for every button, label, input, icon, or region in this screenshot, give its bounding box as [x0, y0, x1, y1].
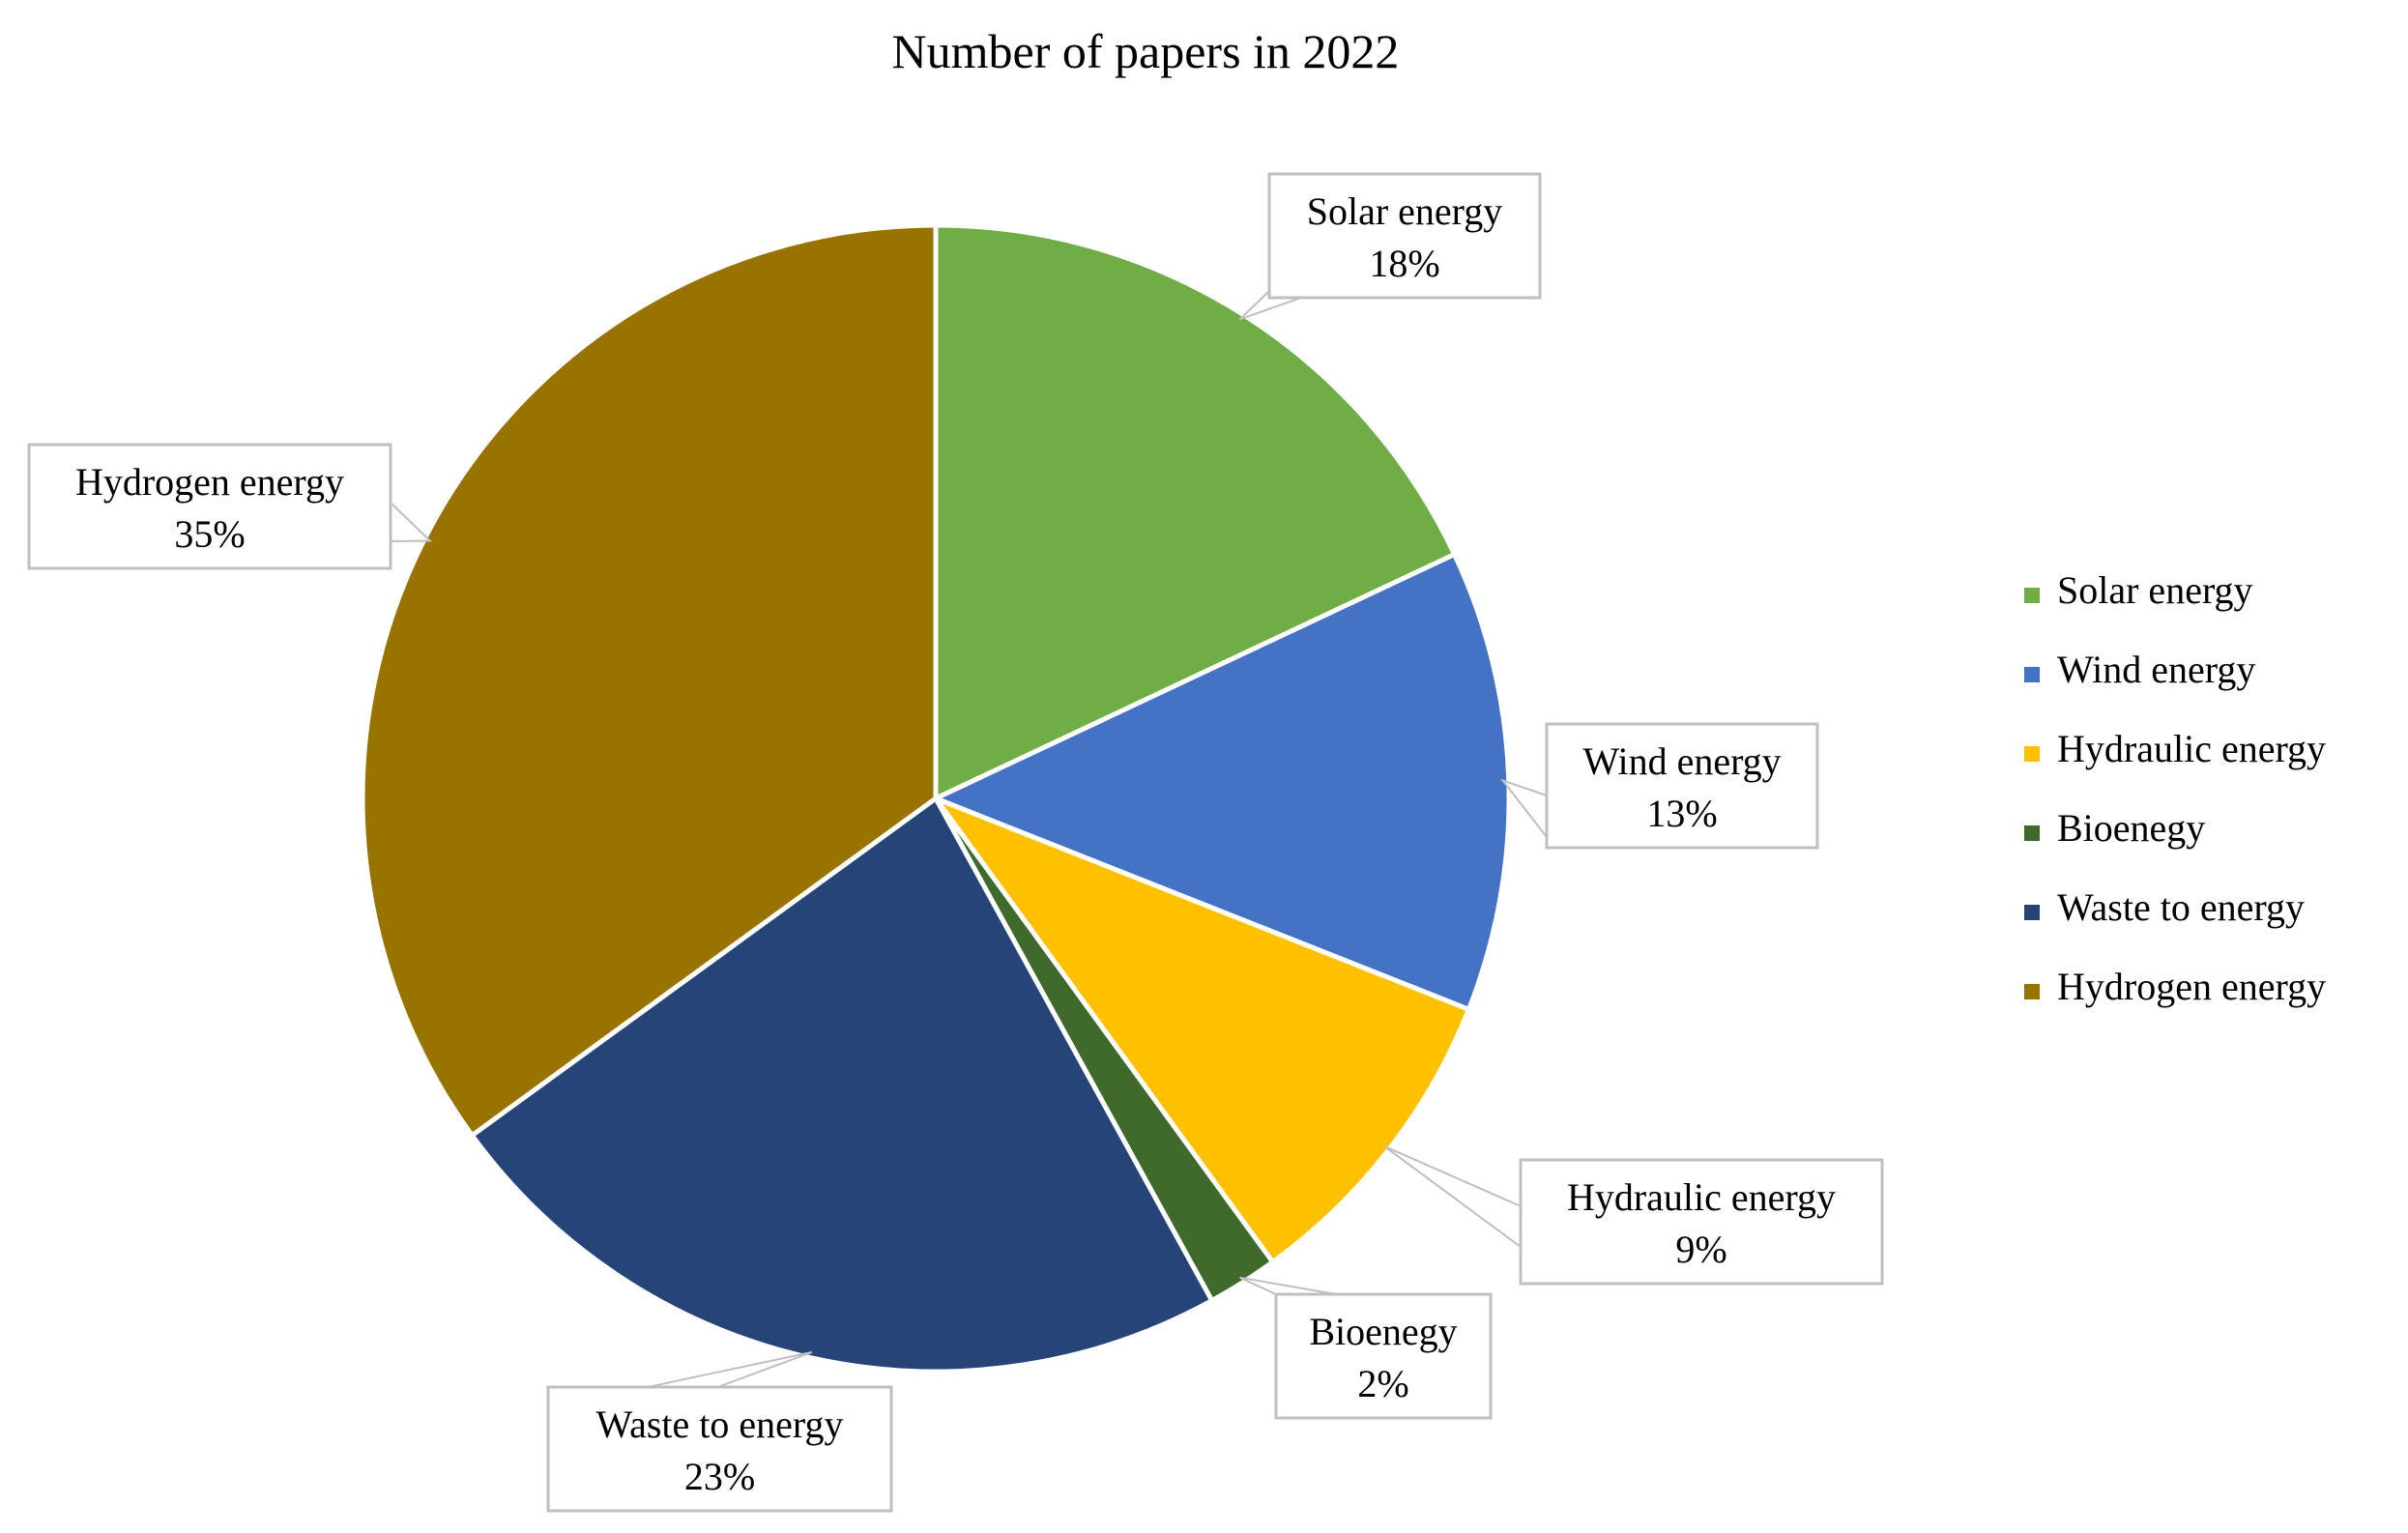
callout-box-wind-energy	[1545, 722, 1819, 850]
data-label-callouts: Solar energy 18% Wind energy 13% Hydraulic e…	[27, 172, 1884, 1513]
data-label-name-waste-to-energy: Waste to energy	[596, 1403, 844, 1446]
callout-box-bioenegy	[1274, 1292, 1493, 1420]
legend-label-waste-to-energy: Waste to energy	[2057, 885, 2305, 929]
data-label-name-solar-energy: Solar energy	[1307, 189, 1503, 233]
legend-label-wind-energy: Wind energy	[2057, 648, 2255, 691]
pie-slice-wind-energy	[933, 552, 1512, 1012]
legend-swatch-hydrogen-energy	[2024, 984, 2040, 999]
pie-slice-solar-energy	[933, 222, 1458, 801]
data-label-value-bioenegy: 2%	[1357, 1362, 1408, 1405]
legend-label-hydraulic-energy: Hydraulic energy	[2057, 727, 2326, 770]
legend-swatch-bioenegy	[2024, 825, 2040, 841]
callout-leader-wind-energy	[1499, 778, 1548, 838]
legend: Solar energy Wind energy Hydraulic energy B…	[2024, 568, 2326, 1008]
data-label-value-wind-energy: 13%	[1646, 792, 1717, 835]
callout-box-solar-energy	[1267, 172, 1542, 300]
data-label-name-wind-energy: Wind energy	[1582, 739, 1781, 783]
legend-swatch-solar-energy	[2024, 588, 2040, 603]
legend-label-bioenegy: Bioenegy	[2057, 806, 2205, 850]
data-label-name-hydrogen-energy: Hydrogen energy	[75, 460, 344, 504]
data-label-name-bioenegy: Bioenegy	[1309, 1310, 1457, 1353]
data-label-name-hydraulic-energy: Hydraulic energy	[1567, 1175, 1836, 1219]
callout-leader-hydrogen-energy	[390, 502, 433, 542]
pie-slice-waste-to-energy	[469, 795, 1215, 1374]
callout-box-hydraulic-energy	[1519, 1158, 1884, 1286]
data-label-value-hydrogen-energy: 35%	[174, 512, 245, 556]
data-label-value-waste-to-energy: 23%	[684, 1455, 755, 1498]
legend-swatch-wind-energy	[2024, 667, 2040, 682]
callout-leader-bioenegy	[1239, 1276, 1337, 1295]
callout-leader-hydraulic-energy	[1383, 1144, 1522, 1248]
chart-title: Number of papers in 2022	[892, 24, 1400, 78]
callout-box-hydrogen-energy	[27, 443, 392, 570]
legend-swatch-hydraulic-energy	[2024, 746, 2040, 762]
data-label-value-solar-energy: 18%	[1369, 242, 1439, 285]
data-label-value-hydraulic-energy: 9%	[1675, 1228, 1726, 1271]
pie-slices	[360, 222, 1512, 1374]
callout-box-waste-to-energy	[546, 1385, 893, 1513]
legend-label-solar-energy: Solar energy	[2057, 568, 2253, 612]
legend-label-hydrogen-energy: Hydrogen energy	[2057, 965, 2326, 1008]
legend-swatch-waste-to-energy	[2024, 905, 2040, 920]
